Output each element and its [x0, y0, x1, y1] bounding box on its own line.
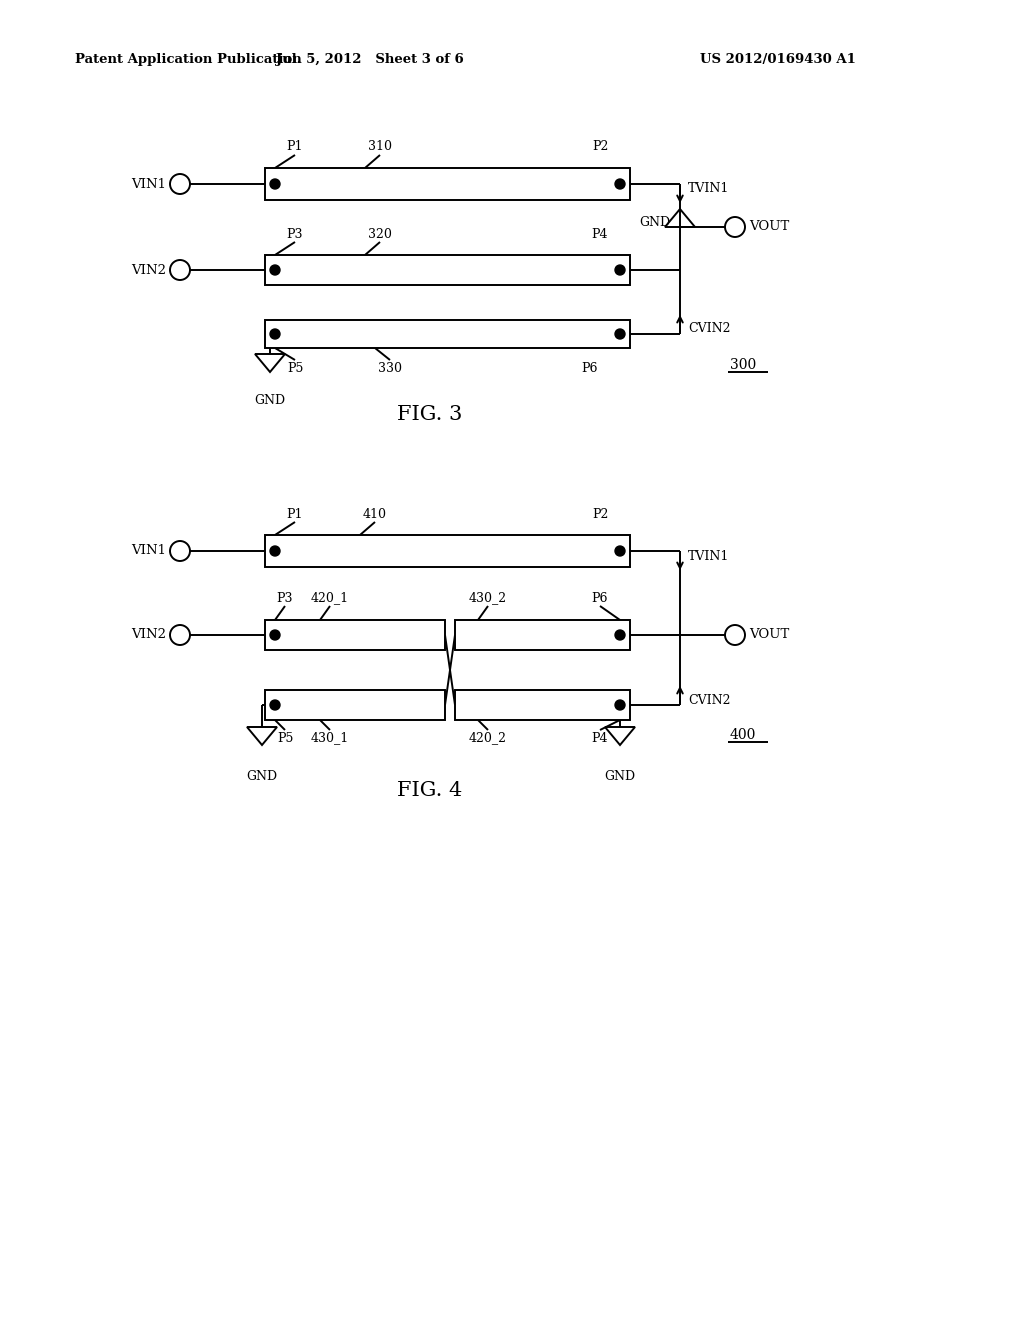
- Circle shape: [615, 180, 625, 189]
- Bar: [265, 535, 630, 568]
- Circle shape: [615, 546, 625, 556]
- Text: 330: 330: [378, 362, 402, 375]
- Circle shape: [270, 180, 280, 189]
- Text: GND: GND: [639, 215, 670, 228]
- Bar: [265, 255, 630, 285]
- Text: FIG. 3: FIG. 3: [397, 405, 463, 425]
- Text: Patent Application Publication: Patent Application Publication: [75, 54, 302, 66]
- Circle shape: [270, 546, 280, 556]
- Text: 400: 400: [730, 729, 757, 742]
- Text: US 2012/0169430 A1: US 2012/0169430 A1: [700, 54, 856, 66]
- Text: FIG. 4: FIG. 4: [397, 780, 463, 800]
- Text: 410: 410: [362, 507, 387, 520]
- Circle shape: [615, 630, 625, 640]
- Text: 420_1: 420_1: [311, 591, 349, 605]
- Text: VIN2: VIN2: [131, 628, 166, 642]
- Text: CVIN2: CVIN2: [688, 322, 730, 335]
- Bar: [265, 168, 630, 201]
- Circle shape: [615, 700, 625, 710]
- Circle shape: [615, 329, 625, 339]
- Bar: [455, 620, 630, 649]
- Circle shape: [270, 630, 280, 640]
- Text: P4: P4: [592, 227, 608, 240]
- Text: P2: P2: [592, 507, 608, 520]
- Text: TVIN1: TVIN1: [688, 549, 729, 562]
- Text: 420_2: 420_2: [469, 731, 507, 744]
- Text: P1: P1: [287, 140, 303, 153]
- Text: P5: P5: [287, 362, 303, 375]
- Text: VOUT: VOUT: [749, 220, 790, 234]
- Text: P5: P5: [276, 731, 293, 744]
- Text: VIN1: VIN1: [131, 544, 166, 557]
- Bar: [265, 319, 630, 348]
- Circle shape: [270, 265, 280, 275]
- Text: CVIN2: CVIN2: [688, 693, 730, 706]
- Bar: [265, 690, 445, 719]
- Bar: [455, 690, 630, 719]
- Text: P3: P3: [287, 227, 303, 240]
- Text: Jul. 5, 2012   Sheet 3 of 6: Jul. 5, 2012 Sheet 3 of 6: [276, 54, 464, 66]
- Text: 430_1: 430_1: [311, 731, 349, 744]
- Text: VIN1: VIN1: [131, 177, 166, 190]
- Circle shape: [270, 700, 280, 710]
- Circle shape: [615, 265, 625, 275]
- Text: P2: P2: [592, 140, 608, 153]
- Text: P4: P4: [592, 731, 608, 744]
- Text: GND: GND: [254, 393, 286, 407]
- Text: P6: P6: [582, 362, 598, 375]
- Text: 310: 310: [368, 140, 392, 153]
- Circle shape: [270, 329, 280, 339]
- Text: 320: 320: [368, 227, 392, 240]
- Text: P3: P3: [276, 591, 293, 605]
- Text: P6: P6: [592, 591, 608, 605]
- Text: 300: 300: [730, 358, 757, 372]
- Text: VOUT: VOUT: [749, 628, 790, 642]
- Text: VIN2: VIN2: [131, 264, 166, 276]
- Bar: [265, 620, 445, 649]
- Text: P1: P1: [287, 507, 303, 520]
- Text: 430_2: 430_2: [469, 591, 507, 605]
- Text: TVIN1: TVIN1: [688, 182, 729, 195]
- Text: GND: GND: [604, 770, 636, 783]
- Text: GND: GND: [247, 770, 278, 783]
